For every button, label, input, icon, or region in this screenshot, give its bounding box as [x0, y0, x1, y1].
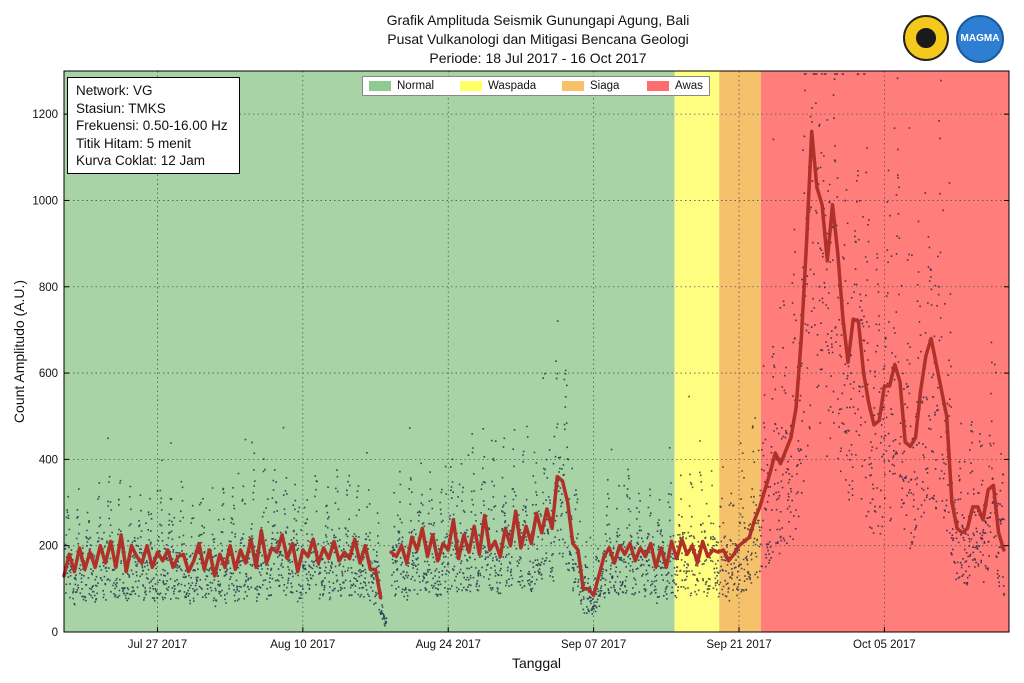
legend-swatch-awas	[647, 81, 669, 91]
x-axis-label: Tanggal	[512, 655, 561, 671]
info-station: Stasiun: TMKS	[76, 100, 166, 116]
info-network: Network: VG	[76, 83, 153, 98]
info-black-points: Titik Hitam: 5 menit	[76, 135, 192, 151]
y-tick-label: 0	[52, 627, 58, 639]
legend-swatch-siaga	[562, 81, 584, 91]
legend-swatch-normal	[369, 81, 391, 91]
chart-title: Grafik Amplituda Seismik Gunungapi Agung…	[386, 12, 690, 28]
curve-12-jam	[389, 129, 1006, 598]
info-box: Network: VG Stasiun: TMKS Frekuensi: 0.5…	[67, 77, 240, 174]
y-tick-label: 800	[39, 282, 58, 294]
legend-label-awas: Awas	[675, 80, 703, 92]
plot-frame	[63, 70, 1010, 633]
x-tick-label: Jul 27 2017	[128, 639, 187, 651]
y-tick-label: 600	[39, 368, 58, 380]
status-band-siaga	[719, 71, 761, 632]
y-tick-label: 1000	[32, 195, 58, 207]
x-tick-label: Sep 21 2017	[706, 639, 771, 651]
chart-period: Periode: 18 Jul 2017 - 16 Oct 2017	[429, 50, 647, 66]
x-tick-label: Aug 24 2017	[416, 639, 481, 651]
esdm-logo-emblem	[914, 26, 938, 50]
legend: Normal Waspada Siaga Awas	[362, 76, 710, 96]
status-band-awas	[760, 71, 1009, 632]
magma-logo-text: MAGMA	[960, 33, 1000, 44]
legend-swatch-waspada	[460, 81, 482, 91]
x-tick-label: Aug 10 2017	[270, 639, 335, 651]
x-tick-label: Sep 07 2017	[561, 639, 626, 651]
legend-label-normal: Normal	[397, 80, 435, 92]
y-tick-label: 400	[39, 454, 58, 466]
curve-12-jam	[62, 528, 383, 600]
x-tick-label: Oct 05 2017	[853, 639, 916, 651]
legend-label-waspada: Waspada	[488, 80, 537, 92]
esdm-logo	[903, 15, 949, 61]
chart-subtitle: Pusat Vulkanologi dan Mitigasi Bencana G…	[387, 31, 689, 47]
y-tick-label: 200	[39, 541, 58, 553]
magma-logo: MAGMA	[956, 15, 1004, 63]
y-axis-label: Count Amplitudo (A.U.)	[11, 280, 27, 423]
info-brown-curve: Kurva Coklat: 12 Jam	[76, 153, 206, 168]
legend-label-siaga: Siaga	[590, 80, 620, 92]
y-tick-label: 1200	[32, 109, 58, 121]
info-frequency: Frekuensi: 0.50-16.00 Hz	[76, 118, 228, 133]
